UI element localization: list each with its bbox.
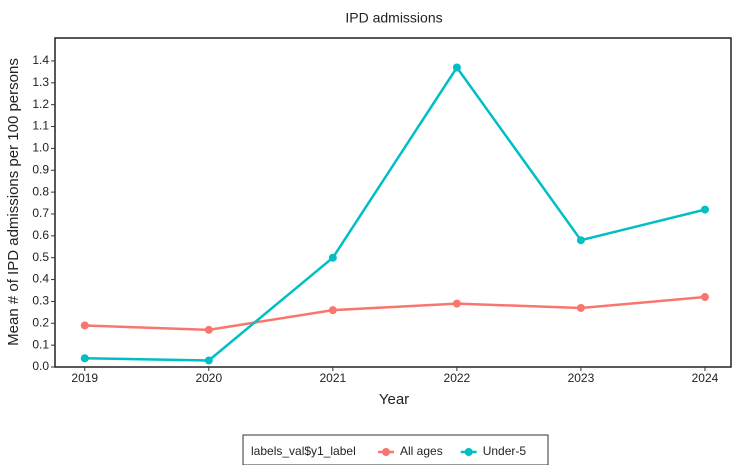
data-point [80,321,89,330]
chart-title: IPD admissions [345,10,442,26]
data-point [204,356,213,365]
y-tick-label: 0.3 [32,294,49,308]
legend-swatch [464,448,473,456]
y-tick-label: 0.4 [32,272,49,286]
legend-title: labels_val$y1_label [251,444,356,458]
y-tick-label: 1.3 [32,75,49,89]
legend-box [242,434,549,465]
y-tick-label: 1.4 [32,53,49,67]
data-point [80,354,89,363]
data-point [452,63,461,72]
y-tick-label: 0.2 [32,315,49,329]
data-point [700,293,709,302]
data-point [328,253,337,262]
plot-panel [54,37,732,368]
data-point [328,306,337,315]
series-line [84,65,706,362]
y-tick-label: 1.1 [32,119,49,133]
x-axis-label: Year [379,391,409,408]
x-tick-label: 2022 [444,371,471,385]
x-tick-label: 2023 [568,371,595,385]
y-tick-label: 0.7 [32,206,49,220]
data-point [452,299,461,308]
x-tick-label: 2024 [692,371,719,385]
series-line [84,295,706,332]
x-tick-label: 2021 [319,371,346,385]
data-point [204,325,213,334]
legend-swatch [382,448,390,456]
data-point [700,205,709,214]
data-point [576,236,585,245]
y-tick-label: 0.9 [32,162,49,176]
y-tick-label: 0.0 [32,359,49,373]
y-tick-label: 0.5 [32,250,49,264]
y-axis-label: Mean # of IPD admissions per 100 persons [5,58,22,346]
data-point [576,303,585,312]
y-tick-label: 1.0 [32,141,49,155]
legend-label: All ages [400,444,443,458]
y-tick-label: 0.6 [32,228,49,242]
y-tick-label: 0.8 [32,184,49,198]
x-tick-label: 2019 [71,371,98,385]
x-tick-label: 2020 [195,371,222,385]
y-tick-label: 0.1 [32,337,49,351]
y-tick-label: 1.2 [32,97,49,111]
legend-label: Under-5 [483,444,527,458]
